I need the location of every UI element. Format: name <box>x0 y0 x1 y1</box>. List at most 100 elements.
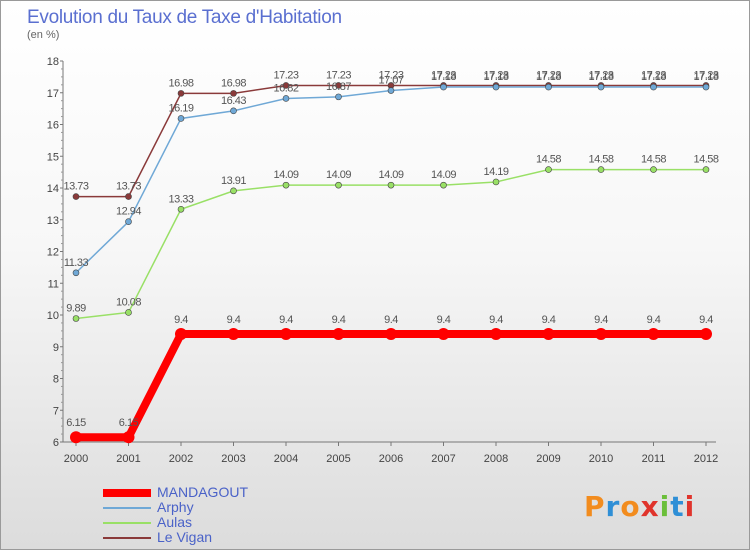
data-label-mandagout: 9.4 <box>489 314 503 326</box>
data-label-arphy: 17.18 <box>588 71 613 83</box>
data-point-aulas <box>387 181 395 189</box>
data-label-arphy: 17.18 <box>431 71 456 83</box>
x-tick-label: 2006 <box>379 453 403 465</box>
data-label-mandagout: 9.4 <box>174 314 188 326</box>
data-label-le-vigan: 17.23 <box>588 69 613 81</box>
data-point-arphy <box>335 93 342 101</box>
data-label-aulas: 14.09 <box>326 169 351 181</box>
data-point-mandagout <box>490 328 502 341</box>
y-tick-label: 8 <box>53 374 59 386</box>
legend-label: MANDAGOUT <box>157 484 248 500</box>
chart-subtitle: (en %) <box>27 29 60 41</box>
logo-letter: o <box>620 490 641 523</box>
data-label-aulas: 14.19 <box>483 166 508 178</box>
data-label-le-vigan: 17.23 <box>693 69 718 81</box>
x-tick-label: 2009 <box>536 453 560 465</box>
data-point-arphy <box>72 269 80 277</box>
y-tick-label: 6 <box>53 437 59 449</box>
data-label-arphy: 12.94 <box>116 206 141 218</box>
data-label-le-vigan: 17.23 <box>273 69 298 81</box>
x-tick-label: 2004 <box>274 453 298 465</box>
data-point-mandagout <box>437 328 450 341</box>
y-tick-label: 12 <box>47 247 59 259</box>
data-point-mandagout <box>175 328 187 341</box>
legend-swatch <box>103 521 151 524</box>
legend-swatch <box>103 488 151 497</box>
y-tick-label: 13 <box>47 215 59 227</box>
data-point-aulas <box>597 166 605 173</box>
data-point-arphy <box>492 83 500 91</box>
x-tick-label: 2000 <box>64 453 88 465</box>
data-point-arphy <box>282 95 290 102</box>
data-label-mandagout: 9.4 <box>647 314 661 326</box>
data-label-arphy: 17.18 <box>641 71 666 83</box>
legend-swatch <box>103 506 151 509</box>
data-point-arphy <box>387 87 395 94</box>
data-point-le-vigan <box>230 90 237 97</box>
data-label-le-vigan: 13.73 <box>63 181 88 193</box>
data-label-le-vigan: 16.98 <box>221 77 246 89</box>
legend-swatch <box>103 536 151 539</box>
data-point-arphy <box>440 83 447 91</box>
data-label-mandagout: 9.4 <box>594 314 608 326</box>
data-point-mandagout <box>595 328 607 341</box>
x-tick-label: 2010 <box>589 453 613 465</box>
data-label-le-vigan: 17.23 <box>431 69 456 81</box>
legend-item-mandagout: MANDAGOUT <box>103 485 248 500</box>
series-line-mandagout <box>76 330 706 442</box>
data-point-aulas <box>335 181 342 189</box>
y-tick-label: 18 <box>47 56 59 68</box>
data-point-arphy <box>177 115 185 122</box>
data-label-mandagout: 9.4 <box>227 314 241 326</box>
data-label-mandagout: 6.15 <box>119 417 139 429</box>
data-label-arphy: 17.07 <box>378 75 403 87</box>
x-tick-label: 2011 <box>642 453 666 465</box>
chart-legend: MANDAGOUT Arphy Aulas Le Vigan <box>103 485 248 545</box>
data-label-mandagout: 9.4 <box>437 314 451 326</box>
data-label-arphy: 11.33 <box>64 257 89 269</box>
data-label-le-vigan: 17.23 <box>641 69 666 81</box>
data-point-aulas <box>650 166 657 173</box>
proxiti-logo: Proxiti <box>584 490 695 523</box>
logo-letter: i <box>659 490 671 523</box>
data-label-aulas: 14.58 <box>641 154 666 166</box>
data-label-arphy: 17.18 <box>536 71 561 83</box>
y-tick-label: 10 <box>47 310 59 322</box>
data-point-aulas <box>545 166 552 173</box>
y-tick-label: 11 <box>48 278 59 290</box>
data-label-mandagout: 6.15 <box>66 417 86 429</box>
legend-item-arphy: Arphy <box>103 500 248 515</box>
legend-label: Aulas <box>157 514 193 530</box>
data-label-mandagout: 9.4 <box>332 314 346 326</box>
data-point-mandagout <box>385 328 397 341</box>
data-point-aulas <box>702 166 710 173</box>
data-label-arphy: 16.82 <box>273 82 298 94</box>
y-tick-label: 16 <box>47 120 59 132</box>
x-tick-label: 2007 <box>431 453 455 465</box>
legend-item-aulas: Aulas <box>103 515 248 530</box>
data-point-mandagout <box>332 328 345 341</box>
y-tick-label: 14 <box>47 183 59 195</box>
data-point-arphy <box>125 218 132 225</box>
data-label-arphy: 16.19 <box>168 102 193 114</box>
data-label-aulas: 13.33 <box>168 193 193 205</box>
data-point-mandagout <box>647 328 660 341</box>
data-point-mandagout <box>700 328 712 341</box>
data-point-le-vigan <box>282 82 290 89</box>
data-label-aulas: 14.09 <box>378 169 403 181</box>
data-label-le-vigan: 17.23 <box>536 69 561 81</box>
y-tick-label: 17 <box>47 88 59 100</box>
data-label-le-vigan: 17.23 <box>326 69 351 81</box>
data-label-aulas: 14.58 <box>536 154 561 166</box>
data-point-arphy <box>650 83 657 91</box>
data-point-aulas <box>72 315 80 322</box>
x-tick-label: 2008 <box>484 453 508 465</box>
data-point-aulas <box>230 187 237 195</box>
data-point-arphy <box>545 83 552 91</box>
x-tick-label: 2001 <box>116 453 140 465</box>
data-point-le-vigan <box>335 82 342 89</box>
data-label-arphy: 16.87 <box>326 81 351 93</box>
x-tick-label: 2012 <box>694 453 718 465</box>
